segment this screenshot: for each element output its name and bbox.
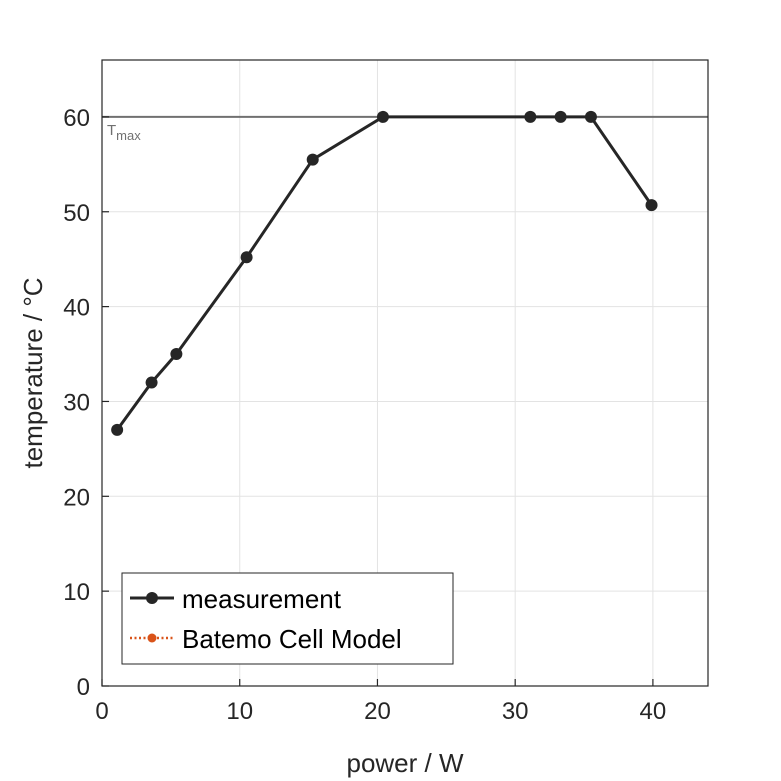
legend-label-batemo: Batemo Cell Model (182, 624, 402, 654)
x-tick-label: 20 (364, 698, 391, 725)
data-point (145, 376, 158, 389)
y-tick-label: 30 (63, 389, 90, 416)
data-point (524, 110, 537, 123)
tmax-label-sub: max (116, 128, 141, 143)
data-point (645, 199, 658, 212)
tmax-label-main: T (107, 122, 116, 139)
series-line-0 (115, 115, 653, 431)
legend-marker-batemo (147, 633, 157, 643)
x-axis-label: power / W (346, 748, 463, 778)
grid-lines (101, 60, 708, 687)
y-tick-label: 0 (77, 674, 90, 701)
x-tick-label: 30 (502, 698, 529, 725)
data-point (170, 348, 183, 361)
y-tick-label: 60 (63, 105, 90, 132)
x-tick-label: 0 (95, 698, 108, 725)
x-axis-ticks: 0 10 20 30 40 (95, 679, 666, 725)
data-point (554, 110, 567, 123)
legend-entry-measurement: measurement (130, 584, 342, 614)
x-tick-label: 10 (226, 698, 253, 725)
y-tick-label: 20 (63, 484, 90, 511)
data-point (306, 153, 319, 166)
y-tick-label: 40 (63, 295, 90, 322)
y-axis-ticks: 0 10 20 30 40 50 60 (63, 105, 109, 701)
y-tick-label: 10 (63, 579, 90, 606)
data-point (111, 423, 124, 436)
series-layer (111, 110, 658, 436)
legend-marker-measurement (146, 592, 158, 604)
data-point (240, 251, 253, 264)
y-axis-label: temperature / °C (18, 277, 48, 468)
legend-entry-batemo: Batemo Cell Model (130, 624, 402, 654)
x-tick-label: 40 (640, 698, 667, 725)
legend-label-measurement: measurement (182, 584, 342, 614)
data-point (584, 110, 597, 123)
tmax-label: Tmax (107, 122, 141, 143)
data-point (376, 110, 389, 123)
plot-frame (101, 59, 709, 687)
legend-box (121, 572, 454, 665)
y-tick-label: 50 (63, 200, 90, 227)
legend: measurement Batemo Cell Model (121, 572, 454, 665)
